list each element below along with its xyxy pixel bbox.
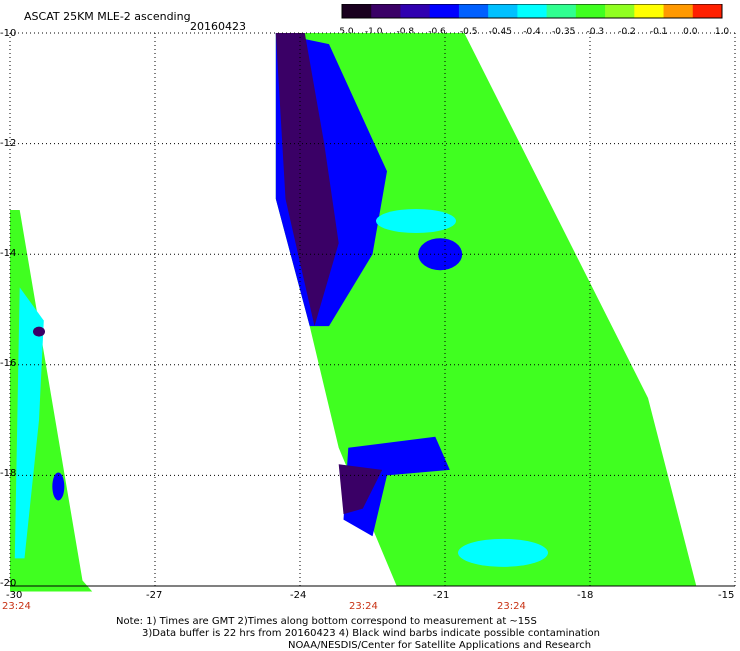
swath-time-label: 23:24 — [497, 601, 526, 612]
lon-label: -21 — [433, 590, 450, 601]
lat-label: -18 — [0, 468, 17, 479]
lat-label: -10 — [0, 28, 17, 39]
colorbar-swatch — [605, 4, 635, 18]
lon-label: -18 — [577, 590, 594, 601]
west-swath-dip — [33, 326, 45, 337]
colorbar-label: -0.5 — [460, 27, 478, 37]
colorbar-label: -0.3 — [587, 27, 605, 37]
colorbar-label: -1.0 — [365, 27, 383, 37]
lat-label: -16 — [0, 358, 17, 369]
colorbar-swatch — [371, 4, 401, 18]
colorbar-swatch — [342, 4, 372, 18]
colorbar-swatch — [458, 4, 489, 18]
lon-label: -27 — [146, 590, 163, 601]
product-title: ASCAT 25KM MLE-2 ascending — [24, 10, 191, 23]
colorbar-swatch — [488, 4, 518, 18]
east-swath-south-lowest — [338, 464, 383, 515]
colorbar-label: -0.2 — [618, 27, 636, 37]
colorbar-label: -0.8 — [397, 27, 415, 37]
colorbar-label: -0.6 — [428, 27, 446, 37]
colorbar-swatch — [429, 4, 460, 18]
swath-time-label: 23:24 — [349, 601, 378, 612]
colorbar-swatch — [692, 4, 723, 18]
note-line-2: 3)Data buffer is 22 hrs from 20160423 4)… — [142, 628, 600, 639]
colorbar-swatch — [517, 4, 548, 18]
colorbar-label: -0.35 — [552, 27, 575, 37]
west-swath-dip — [52, 472, 65, 501]
colorbar-label: -0.4 — [523, 27, 541, 37]
east-swath-trough — [458, 538, 548, 567]
colorbar-swatch — [663, 4, 694, 18]
colorbar-swatch — [575, 4, 606, 18]
lat-label: -14 — [0, 248, 17, 259]
swath-time-label: 23:24 — [2, 601, 31, 612]
colorbar-label: -0.1 — [650, 27, 668, 37]
colorbar-label: 0.0 — [683, 27, 698, 37]
colorbar-label: -0.45 — [489, 27, 512, 37]
east-swath-south-low — [343, 436, 450, 537]
west-swath-low — [14, 287, 44, 559]
lon-label: -24 — [290, 590, 307, 601]
lat-label: -12 — [0, 138, 17, 149]
east-swath-trough — [376, 209, 456, 234]
colorbar-frame — [341, 4, 723, 19]
lon-label: -15 — [718, 590, 735, 601]
colorbar: -15.0 -1.0 -0.8 -0.6 -0.5 -0.45 -0.4 -0.35 -0.3 -… — [340, 4, 730, 37]
lat-label: -20 — [0, 578, 17, 589]
colorbar-swatch — [546, 4, 577, 18]
lon-label: -30 — [6, 590, 23, 601]
colorbar-label: 1.0 — [715, 27, 730, 37]
east-swath-dip — [418, 238, 463, 271]
colorbar-swatch — [634, 4, 665, 18]
east-swath-edge-lowest — [275, 33, 339, 327]
colorbar-swatch — [400, 4, 431, 18]
note-line-3: NOAA/NESDIS/Center for Satellite Applica… — [288, 640, 592, 651]
colorbar-label: -15.0 — [340, 27, 354, 37]
product-date: 20160423 — [190, 20, 246, 33]
note-line-1: Note: 1) Times are GMT 2)Times along bot… — [116, 616, 537, 627]
